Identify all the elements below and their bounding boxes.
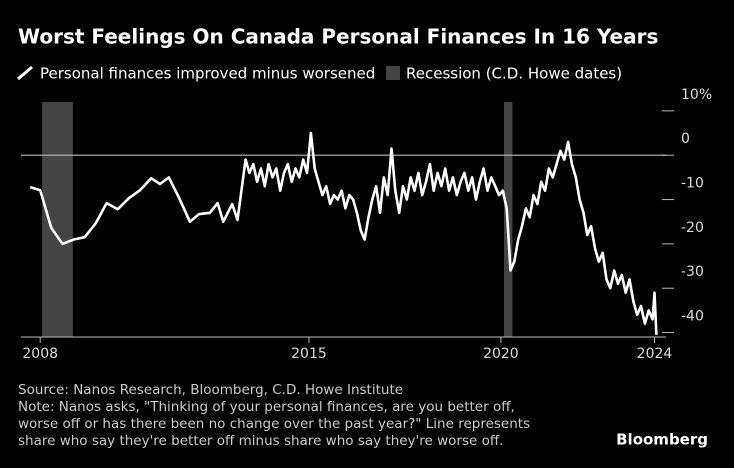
data-line xyxy=(29,131,658,335)
x-tick-label: 2024 xyxy=(637,346,673,362)
x-tick-label: 2008 xyxy=(22,346,58,362)
brand-logo: Bloomberg xyxy=(616,431,708,449)
legend-label: Personal finances improved minus worsene… xyxy=(40,65,375,83)
chart-title: Worst Feelings On Canada Personal Financ… xyxy=(18,25,658,49)
x-tick-label: 2020 xyxy=(483,346,519,362)
y-tick-label: -10 xyxy=(681,176,704,192)
legend-swatch xyxy=(386,66,400,80)
y-tick-label: 0 xyxy=(681,131,690,147)
y-tick-label: -40 xyxy=(681,309,704,325)
note-line: Note: Nanos asks, "Thinking of your pers… xyxy=(18,399,515,415)
y-tick-label: -20 xyxy=(681,220,704,236)
y-tick-label: -30 xyxy=(681,264,704,280)
source: Source: Nanos Research, Bloomberg, C.D. … xyxy=(18,382,403,398)
note-line: worse off or has there been no change ov… xyxy=(18,416,530,432)
legend-line-icon xyxy=(17,65,33,81)
y-tick-label: 10% xyxy=(681,87,712,103)
x-tick-label: 2015 xyxy=(291,346,327,362)
note-line: share who say they're better off minus s… xyxy=(18,433,503,449)
recession-band xyxy=(42,102,73,337)
legend-label: Recession (C.D. Howe dates) xyxy=(406,65,622,83)
